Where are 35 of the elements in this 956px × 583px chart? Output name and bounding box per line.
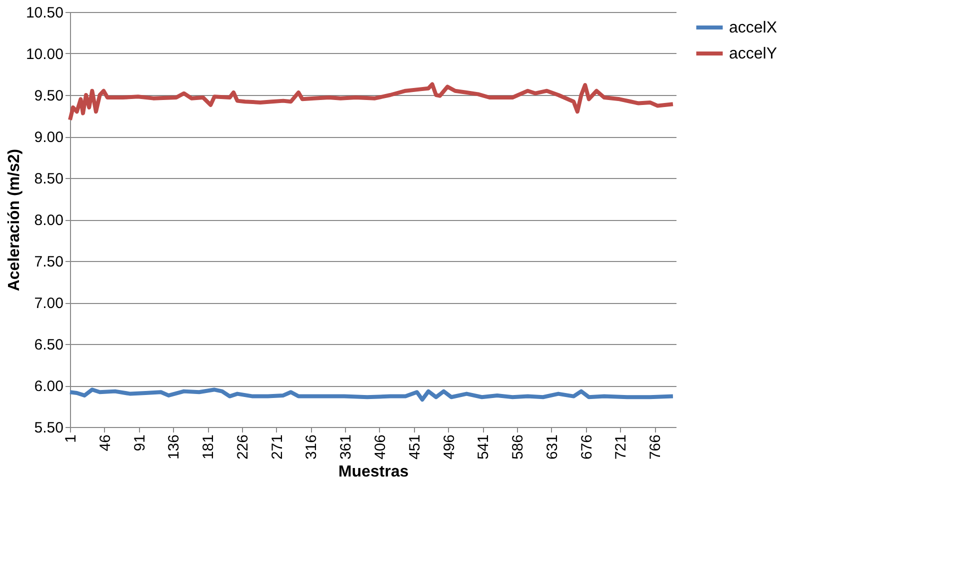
y-tick-label: 6.00: [34, 378, 64, 395]
legend-label: accelX: [729, 20, 778, 36]
y-tick-label: 8.00: [34, 212, 64, 229]
x-tick-label: 496: [440, 434, 458, 460]
x-tick-label: 1: [62, 434, 80, 443]
y-tick-label: 7.50: [34, 254, 64, 270]
x-tick-label: 631: [544, 434, 561, 460]
y-tick-label: 10.00: [26, 46, 64, 63]
x-tick-label: 451: [406, 434, 424, 460]
x-tick-label: 91: [131, 434, 148, 452]
y-axis-title: Aceleración (m/s2): [6, 148, 23, 292]
x-tick-label: 316: [303, 434, 320, 460]
x-tick-label: 46: [96, 434, 114, 452]
y-tick-label: 7.00: [34, 295, 64, 312]
x-tick-label: 721: [612, 434, 630, 460]
y-tick-label: 8.50: [34, 170, 64, 188]
x-tick-label: 226: [234, 434, 252, 460]
x-tick-label: 766: [647, 434, 664, 460]
x-tick-label: 586: [510, 434, 527, 460]
line-series: [68, 388, 675, 402]
x-tick-label: 361: [338, 434, 355, 460]
y-tick-label: 9.50: [34, 88, 64, 104]
x-tick-label: 541: [475, 434, 492, 460]
line-series: [68, 82, 675, 122]
x-tick-label: 181: [200, 434, 218, 460]
y-tick-label: 5.50: [34, 420, 64, 436]
x-axis-title: Muestras: [338, 464, 409, 481]
x-tick-label: 676: [578, 434, 596, 460]
y-tick-label: 6.50: [34, 336, 64, 354]
x-tick-label: 406: [372, 434, 389, 460]
legend-label: accelY: [729, 46, 778, 62]
y-tick-label: 10.50: [26, 4, 64, 22]
y-tick-label: 9.00: [34, 129, 64, 146]
x-tick-label: 271: [268, 434, 286, 460]
x-tick-label: 136: [166, 434, 183, 460]
